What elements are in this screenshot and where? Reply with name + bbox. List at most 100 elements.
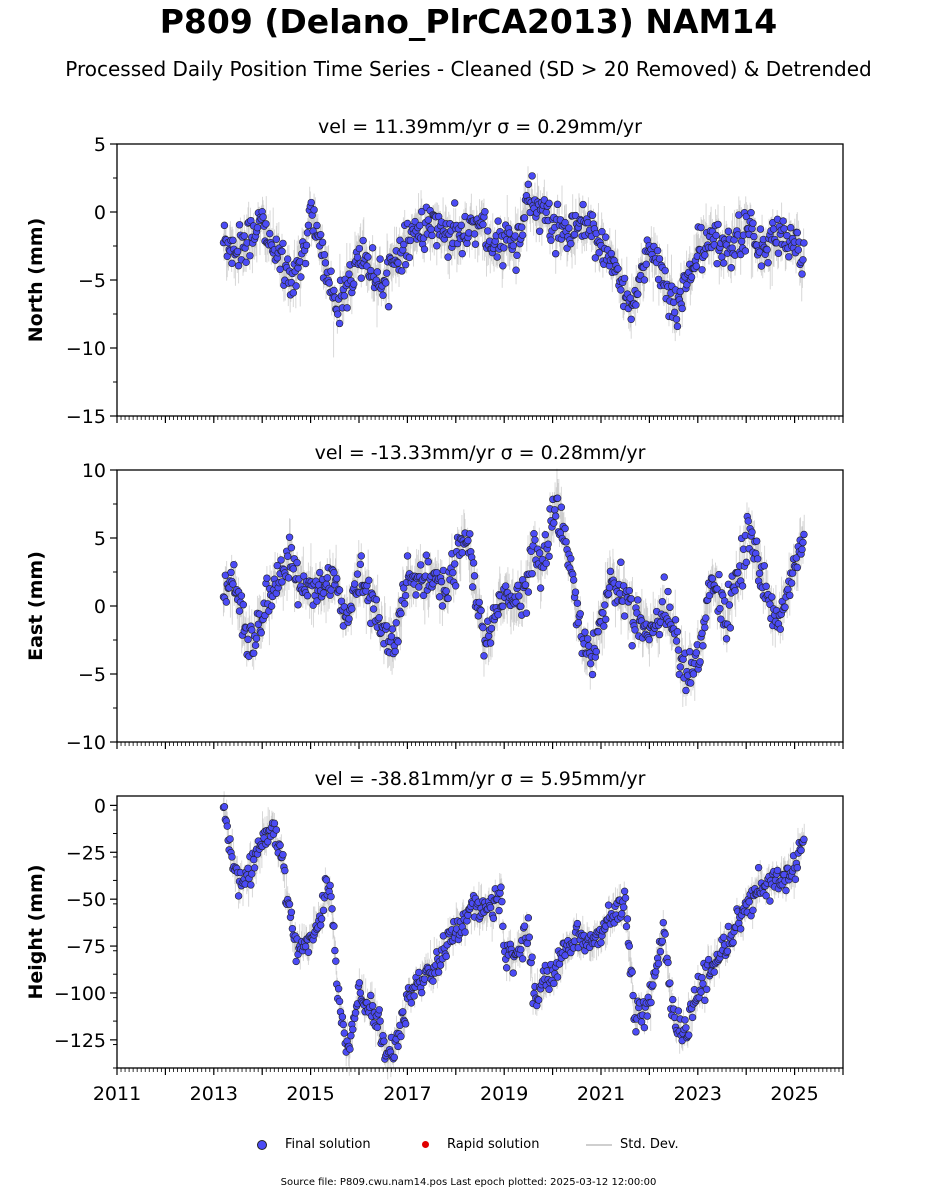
- data-point: [335, 997, 344, 1006]
- data-point: [451, 560, 459, 568]
- data-point: [620, 612, 629, 620]
- data-point: [330, 922, 338, 930]
- data-point: [339, 1020, 348, 1029]
- data-point: [253, 223, 262, 232]
- data-point: [323, 574, 331, 582]
- data-point: [569, 576, 578, 584]
- data-point: [307, 198, 315, 207]
- data-point: [666, 979, 674, 987]
- data-point: [734, 568, 742, 577]
- data-point: [542, 208, 550, 217]
- data-point: [373, 1023, 382, 1032]
- data-point: [570, 230, 579, 239]
- data-point: [783, 231, 791, 240]
- data-point: [719, 933, 728, 942]
- data-point: [653, 246, 662, 255]
- data-point: [708, 574, 717, 583]
- data-point: [557, 503, 566, 511]
- y-tick-label: −5: [78, 270, 106, 292]
- data-point: [656, 947, 665, 956]
- data-point: [598, 227, 606, 236]
- data-point: [500, 244, 508, 252]
- data-point: [338, 1013, 347, 1021]
- data-point: [325, 279, 333, 287]
- data-point: [800, 530, 808, 539]
- data-point: [251, 641, 260, 650]
- data-point: [756, 225, 765, 233]
- data-point: [601, 601, 609, 609]
- panel-title-east: vel = -13.33mm/yr σ = 0.28mm/yr: [315, 442, 646, 464]
- data-point: [561, 218, 569, 227]
- data-point: [640, 276, 649, 284]
- data-point: [697, 223, 705, 232]
- data-point: [565, 224, 573, 232]
- data-point: [235, 607, 244, 615]
- data-point: [698, 629, 706, 638]
- data-point: [553, 973, 562, 981]
- data-point: [335, 586, 344, 594]
- data-point: [340, 1029, 348, 1037]
- y-tick-label: 10: [82, 460, 106, 482]
- data-point: [412, 591, 420, 599]
- data-point: [724, 922, 733, 931]
- data-point: [682, 686, 690, 695]
- data-point: [631, 626, 639, 634]
- data-point: [655, 630, 664, 639]
- data-point: [227, 568, 235, 577]
- data-point: [524, 914, 533, 922]
- data-point: [545, 985, 553, 994]
- data-point: [332, 957, 340, 965]
- data-point: [607, 249, 616, 258]
- data-point: [672, 315, 681, 323]
- data-point: [278, 247, 286, 256]
- data-point: [702, 614, 710, 622]
- data-point: [499, 922, 507, 931]
- data-point: [674, 1007, 683, 1015]
- data-point: [744, 517, 752, 525]
- data-point: [682, 1024, 690, 1032]
- data-point: [620, 887, 629, 896]
- data-point: [614, 265, 622, 273]
- data-point: [664, 587, 672, 596]
- data-point: [798, 545, 806, 554]
- data-point: [318, 238, 327, 247]
- data-point: [712, 231, 720, 240]
- data-point: [701, 251, 709, 259]
- data-point: [551, 250, 560, 258]
- data-point: [627, 315, 635, 324]
- data-point: [627, 595, 635, 603]
- data-point: [741, 247, 750, 255]
- data-point: [270, 819, 279, 828]
- data-point: [283, 255, 292, 263]
- data-point: [678, 304, 686, 313]
- data-point: [710, 968, 718, 976]
- data-point: [768, 593, 776, 601]
- data-point: [704, 955, 713, 964]
- y-tick-label: 0: [94, 202, 106, 224]
- data-point: [541, 531, 550, 539]
- data-point: [545, 552, 553, 561]
- data-point: [750, 232, 758, 241]
- data-point: [376, 1017, 384, 1025]
- y-tick-label: −10: [66, 338, 106, 360]
- data-point: [604, 590, 613, 598]
- data-point: [257, 629, 265, 637]
- data-point: [606, 567, 615, 576]
- data-point: [528, 953, 536, 961]
- data-point: [591, 254, 600, 262]
- data-point: [633, 609, 641, 617]
- data-point: [357, 274, 365, 282]
- panel-title-height: vel = -38.81mm/yr σ = 5.95mm/yr: [315, 768, 646, 790]
- data-point: [551, 506, 559, 514]
- data-point: [226, 835, 234, 843]
- data-point: [643, 1012, 651, 1020]
- data-point: [621, 894, 630, 902]
- data-point: [406, 236, 415, 245]
- data-point: [356, 989, 365, 997]
- data-point: [457, 221, 466, 230]
- data-point: [470, 572, 479, 580]
- data-point: [727, 264, 735, 272]
- data-point: [372, 596, 381, 604]
- data-point: [334, 985, 343, 993]
- data-point: [528, 570, 536, 578]
